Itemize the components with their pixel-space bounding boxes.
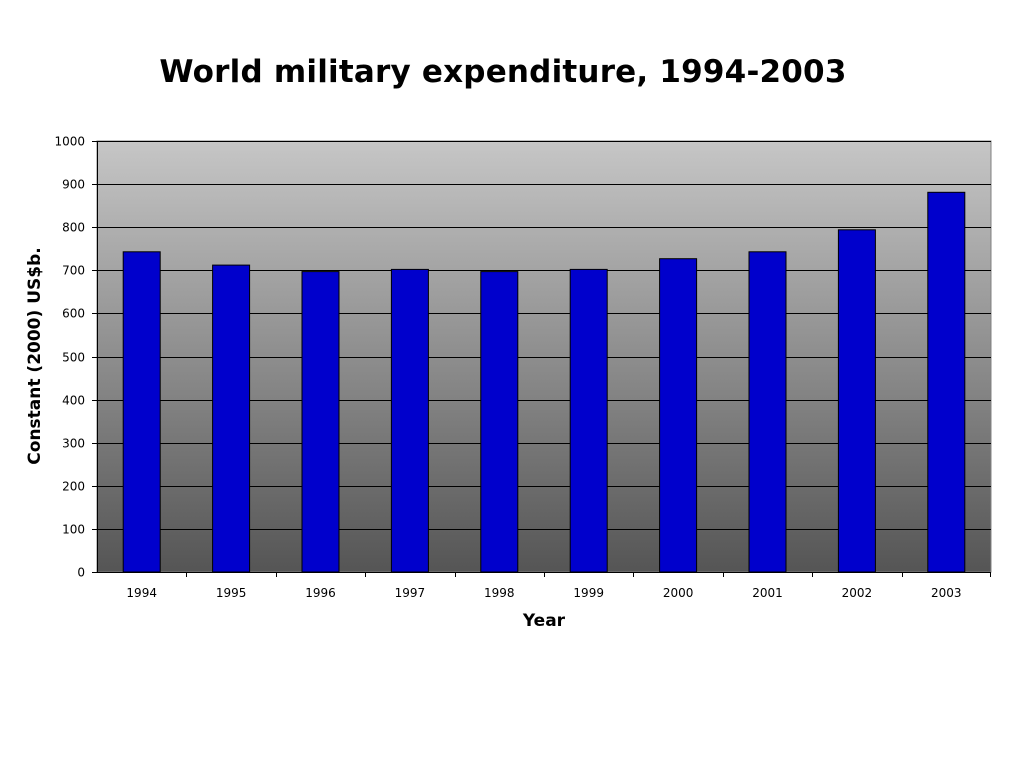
bar-1995 [212,264,251,573]
y-tick-label: 200 [62,480,85,494]
y-tick-label: 1000 [54,135,85,149]
bar-2000 [659,258,698,573]
y-tick-label: 100 [62,523,85,537]
x-tick-label: 2002 [842,586,873,600]
y-tick-label: 300 [62,437,85,451]
y-tick-label: 700 [62,264,85,278]
x-tick-label: 1996 [305,586,336,600]
bars [122,191,966,573]
bar-2001 [748,251,787,573]
y-tick-label: 500 [62,351,85,365]
bar-1996 [301,271,340,573]
x-tick-label: 2001 [752,586,783,600]
bar-1997 [390,268,429,573]
y-axis-title: Constant (2000) US$b. [25,247,45,464]
chart-title: World military expenditure, 1994-2003 [159,54,847,90]
tick-labels: 0 100 200 300 400 500 600 700 800 900 1000 1994 1995… [54,135,961,601]
bar-2002 [837,229,876,573]
bar-2003 [927,191,966,573]
x-tick-label: 1994 [126,586,157,600]
y-tick-label: 900 [62,178,85,192]
axes [92,141,991,577]
y-tick-label: 800 [62,221,85,235]
bar-1994 [122,251,161,573]
y-tick-label: 400 [62,394,85,408]
x-tick-label: 2000 [663,586,694,600]
y-tick-label: 600 [62,307,85,321]
x-tick-label: 1997 [395,586,426,600]
x-tick-label: 2003 [931,586,962,600]
bar-1999 [569,268,608,573]
x-axis-title: Year [522,611,566,631]
y-tick-label: 0 [77,566,85,580]
x-tick-label: 1998 [484,586,515,600]
bar-1998 [480,271,519,573]
x-tick-label: 1995 [216,586,247,600]
x-tick-label: 1999 [573,586,604,600]
